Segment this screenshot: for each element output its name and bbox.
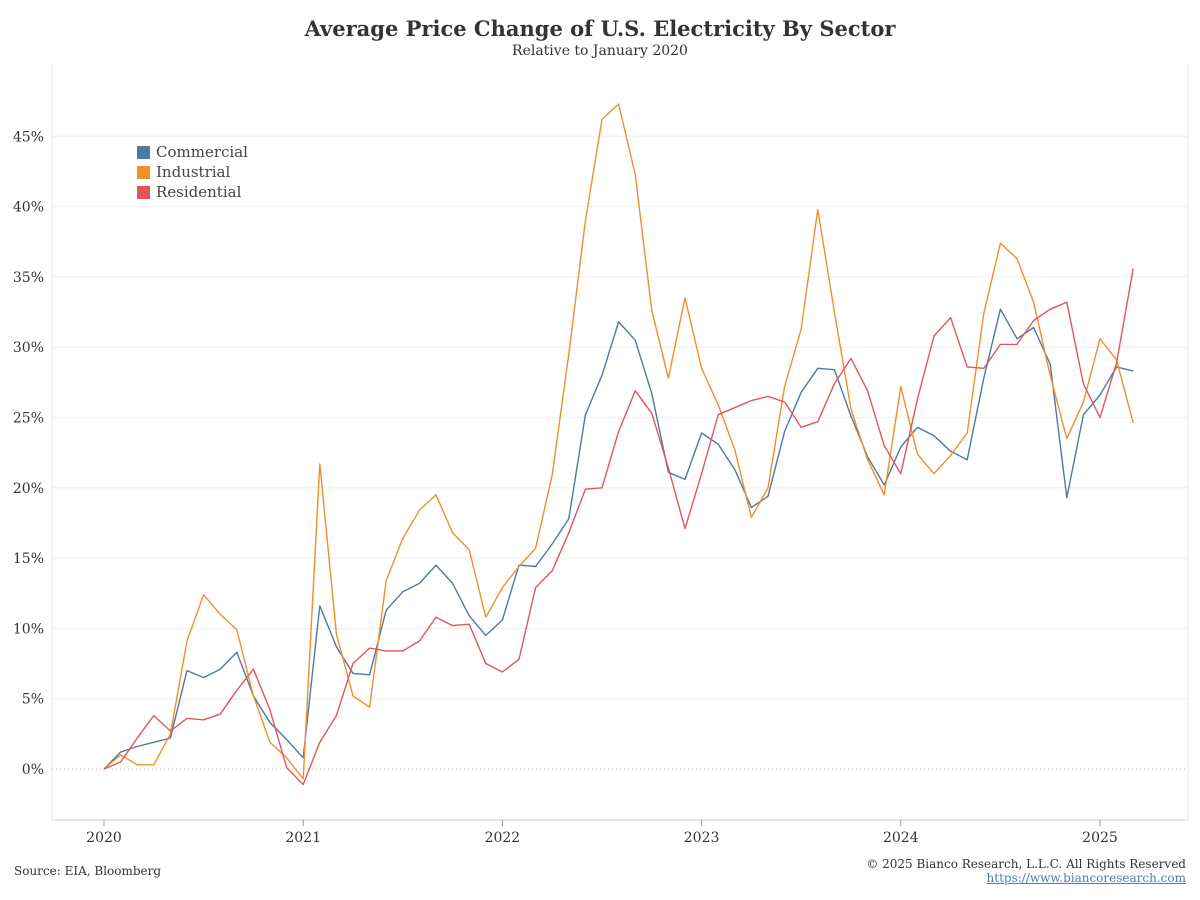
- x-tick-label: 2023: [684, 830, 720, 846]
- y-tick-label: 35%: [13, 270, 44, 286]
- x-tick-label: 2025: [1082, 830, 1118, 846]
- legend-label-commercial: Commercial: [156, 143, 248, 161]
- x-tick-label: 2020: [86, 830, 122, 846]
- footer-credits: © 2025 Bianco Research, L.L.C. All Right…: [866, 857, 1186, 885]
- legend-swatch-commercial: [137, 145, 150, 159]
- y-tick-label: 10%: [13, 621, 44, 637]
- y-tick-label: 5%: [22, 692, 44, 708]
- series-line-industrial: [103, 103, 1134, 780]
- copyright-text: © 2025 Bianco Research, L.L.C. All Right…: [866, 857, 1186, 871]
- y-tick-label: 30%: [13, 340, 44, 356]
- legend-label-industrial: Industrial: [156, 163, 231, 181]
- y-tick-label: 0%: [22, 762, 44, 778]
- y-tick-label: 40%: [13, 200, 44, 216]
- y-tick-label: 15%: [13, 551, 44, 567]
- chart-subtitle: Relative to January 2020: [512, 43, 688, 59]
- x-tick-label: 2024: [883, 830, 919, 846]
- legend-item-residential[interactable]: Residential: [137, 182, 248, 202]
- legend-item-commercial[interactable]: Commercial: [137, 142, 248, 162]
- legend-swatch-residential: [137, 185, 150, 199]
- legend: Commercial Industrial Residential: [137, 142, 248, 202]
- series-line-commercial: [103, 308, 1134, 770]
- x-tick-label: 2022: [485, 830, 521, 846]
- y-tick-label: 20%: [13, 481, 44, 497]
- legend-swatch-industrial: [137, 165, 150, 179]
- x-tick-label: 2021: [285, 830, 321, 846]
- legend-item-industrial[interactable]: Industrial: [137, 162, 248, 182]
- y-tick-label: 25%: [13, 411, 44, 427]
- chart-title: Average Price Change of U.S. Electricity…: [304, 16, 896, 41]
- y-tick-label: 45%: [13, 129, 44, 145]
- legend-label-residential: Residential: [156, 183, 242, 201]
- website-link[interactable]: https://www.biancoresearch.com: [986, 871, 1186, 885]
- source-note: Source: EIA, Bloomberg: [14, 864, 162, 878]
- series-line-residential: [103, 268, 1134, 786]
